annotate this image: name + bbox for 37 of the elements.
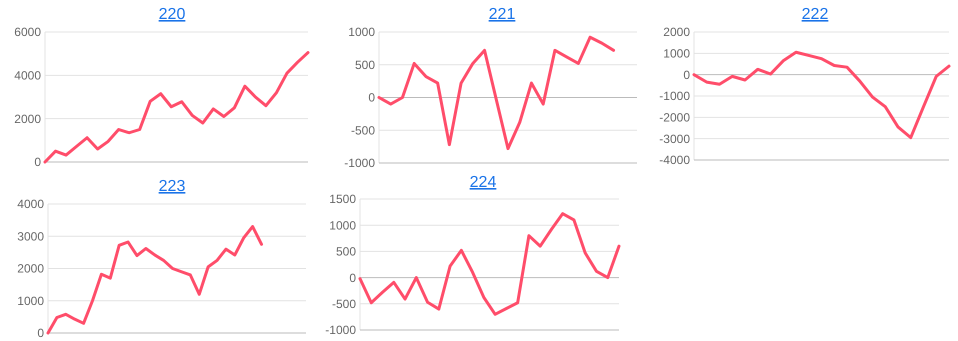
y-tick-label: 0	[349, 270, 356, 285]
y-tick-label: -1000	[659, 89, 690, 104]
y-tick-label: 2000	[663, 25, 690, 40]
chart-title: 224	[470, 174, 496, 191]
y-tick-label: -4000	[659, 153, 690, 168]
chart-title: 223	[158, 178, 186, 195]
y-tick-label: -1000	[344, 156, 376, 170]
y-tick-label: 500	[354, 58, 376, 72]
y-tick-label: 3000	[17, 229, 44, 244]
line-series	[46, 225, 264, 334]
y-tick-label: 0	[368, 90, 376, 105]
line-series	[692, 50, 950, 140]
y-tick-label: -500	[350, 123, 376, 138]
y-tick-label: 2000	[14, 112, 42, 126]
y-tick-label: 0	[34, 155, 42, 170]
y-tick-label: 4000	[17, 197, 44, 212]
chart-title: 222	[802, 6, 828, 23]
y-tick-label: 500	[336, 244, 356, 259]
line-series	[378, 36, 616, 150]
y-tick-label: 4000	[14, 68, 42, 83]
y-tick-label: -1000	[325, 323, 356, 338]
y-tick-label: 6000	[14, 25, 42, 40]
y-tick-label: 1000	[329, 218, 356, 232]
y-tick-label: -2000	[659, 110, 690, 125]
y-tick-label: 1000	[348, 25, 376, 40]
y-tick-label: -3000	[659, 132, 690, 146]
y-tick-label: 0	[683, 68, 690, 82]
chart-title: 220	[158, 6, 186, 23]
y-tick-label: 0	[37, 326, 44, 340]
y-tick-label: 2000	[17, 262, 44, 276]
y-tick-label: 1500	[329, 192, 356, 206]
line-series	[44, 51, 310, 164]
y-tick-label: 1000	[17, 294, 44, 308]
y-tick-label: 1000	[663, 46, 690, 61]
chart-title: 221	[488, 6, 516, 23]
y-tick-label: -500	[332, 297, 356, 311]
line-series	[358, 212, 620, 316]
